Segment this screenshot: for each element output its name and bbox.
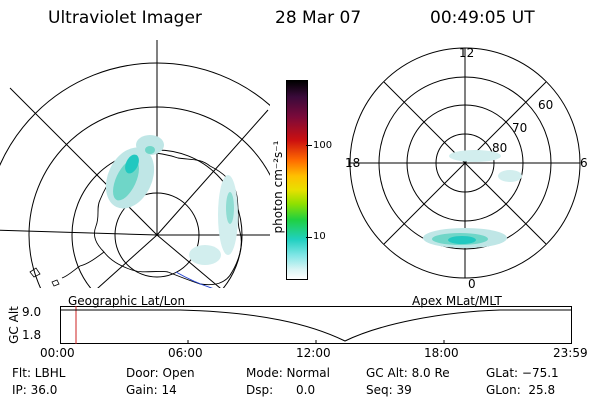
colorbar-tick-label: 100 [313,140,333,151]
ip-info: IP: 36.0 [12,383,58,397]
mlt-label-6: 6 [580,156,588,170]
gain-info: Gain: 14 [126,383,177,397]
glat-info: GLat: −75.1 [486,366,559,380]
door-info: Door: Open [126,366,195,380]
mlt-label-18: 18 [345,156,361,170]
meridian [156,109,269,236]
meridian [0,229,158,236]
colorbar-unit-label: photon cm⁻²s⁻¹ [271,140,285,234]
polar-axis [383,81,547,245]
colorbar-tick [306,237,312,238]
aurora-dim [189,245,221,265]
timeline-xtick-label: 06:00 [168,346,203,360]
aurora-dim [498,170,522,182]
geo-panel-label: Geographic Lat/Lon [68,294,186,308]
seq-info: Seq: 39 [366,383,412,397]
time-label: 00:49:05 UT [430,8,535,28]
aurora-dim [136,135,164,155]
aurora-mid [145,146,155,154]
geographic-map [0,40,270,288]
island-coast [51,279,60,287]
coastline [93,152,242,286]
instrument-title: Ultraviolet Imager [48,8,202,28]
timeline-xtick-label: 23:59 [553,346,588,360]
mlat-label-80: 80 [492,141,508,155]
aurora-dim [449,150,501,162]
mlat-label-60: 60 [538,98,554,112]
meridian [156,234,221,288]
ice-shelf [175,271,213,288]
island-coast [29,267,41,278]
timeline-ytick: 1.8 [22,328,42,342]
aurora-mid [226,192,234,224]
date-label: 28 Mar 07 [275,8,362,28]
timeline-plot [60,306,572,344]
meridian [9,87,158,236]
mlt-label-12: 12 [459,46,475,60]
mode-info: Mode: Normal [246,366,330,380]
polar-plot [349,47,581,279]
mlt-label-0: 0 [468,277,476,291]
colorbar [286,80,308,280]
peninsula [61,251,105,279]
timeline-frame [60,306,572,344]
aurora-bright [448,236,476,244]
timeline-xtick-label: 12:00 [296,346,331,360]
timeline-xtick-label: 00:00 [40,346,75,360]
gc-alt-info: GC Alt: 8.0 Re [366,366,450,380]
timeline-ytick: 9.0 [22,305,42,319]
colorbar-tick [306,145,312,146]
timeline-ylabel: GC Alt [7,306,21,344]
glon-info: GLon: 25.8 [486,383,556,397]
timeline-xtick-label: 18:00 [424,346,459,360]
mlat-label-70: 70 [512,121,528,135]
aurora-bright [125,154,139,174]
altitude-curve [60,309,572,342]
polar-panel-label: Apex MLat/MLT [412,294,502,308]
dsp-info: Dsp: 0.0 [246,383,316,397]
meridian [97,234,158,288]
colorbar-tick-label: 10 [313,231,326,242]
filter-info: Flt: LBHL [12,366,66,380]
